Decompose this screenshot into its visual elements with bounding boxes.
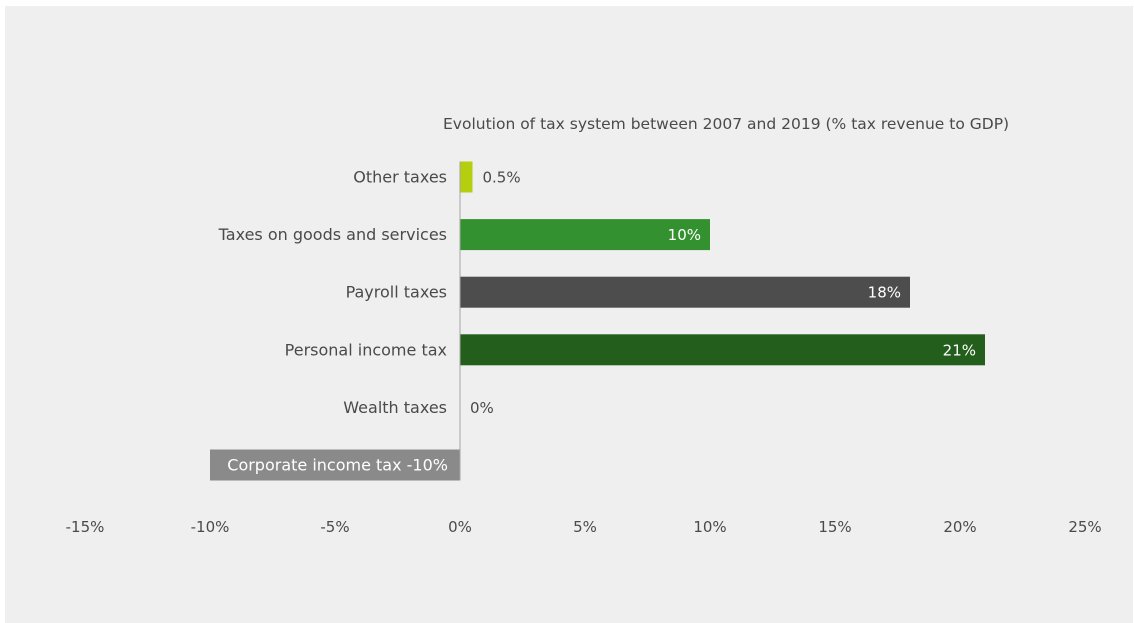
bar-taxes-on-goods-and-services — [460, 219, 710, 251]
x-tick-label: 15% — [818, 518, 851, 536]
x-tick-label: 20% — [943, 518, 976, 536]
bars-group — [210, 161, 985, 481]
category-label-payroll-taxes: Payroll taxes — [346, 283, 447, 302]
chart-panel: Evolution of tax system between 2007 and… — [5, 6, 1133, 623]
x-tick-label: -10% — [191, 518, 230, 536]
value-label-personal-income-tax: 21% — [943, 341, 976, 359]
bar-chart: Evolution of tax system between 2007 and… — [66, 115, 1102, 536]
bar-personal-income-tax — [460, 334, 985, 366]
value-label-payroll-taxes: 18% — [868, 284, 901, 302]
labels-group: Other taxes 0.5% Taxes on goods and servic… — [218, 168, 976, 475]
x-tick-label: -5% — [320, 518, 349, 536]
bar-other-taxes — [460, 161, 473, 193]
value-label-taxes-on-goods-and-services: 10% — [668, 226, 701, 244]
value-label-other-taxes: 0.5% — [483, 169, 521, 187]
x-tick-label: 25% — [1068, 518, 1101, 536]
category-label-personal-income-tax: Personal income tax — [285, 340, 447, 359]
value-label-wealth-taxes: 0% — [470, 399, 494, 417]
x-tick-label: 10% — [693, 518, 726, 536]
category-label-corporate-income-tax: Corporate income tax -10% — [227, 456, 448, 475]
x-tick-label: 0% — [448, 518, 472, 536]
chart-title: Evolution of tax system between 2007 and… — [443, 115, 1009, 133]
category-label-other-taxes: Other taxes — [353, 168, 447, 187]
x-axis-ticks: -15% -10% -5% 0% 5% 10% 15% 20% 25% — [66, 518, 1102, 536]
bar-payroll-taxes — [460, 276, 910, 308]
category-label-wealth-taxes: Wealth taxes — [343, 398, 447, 417]
category-label-taxes-on-goods-and-services: Taxes on goods and services — [218, 225, 447, 244]
bar-corporate-income-tax — [210, 449, 460, 481]
x-tick-label: -15% — [66, 518, 105, 536]
x-tick-label: 5% — [573, 518, 597, 536]
